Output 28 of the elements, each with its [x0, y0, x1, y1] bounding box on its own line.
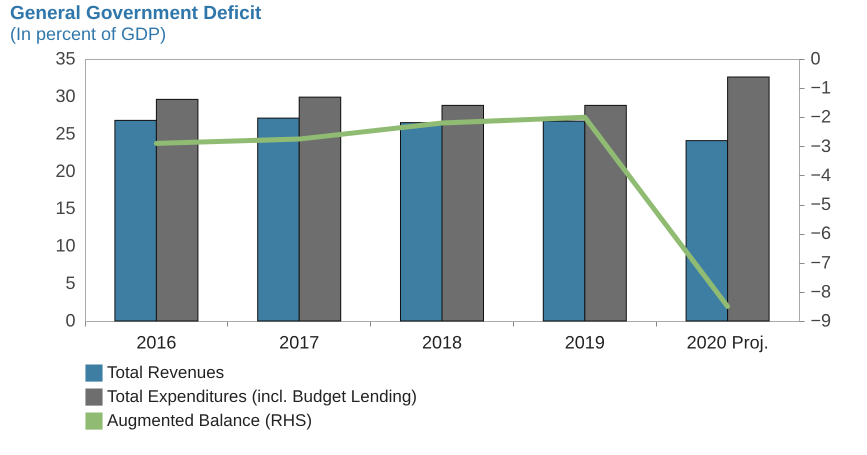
y-tick-label: 30 — [55, 86, 76, 106]
y2-tick-label: −4 — [810, 164, 832, 185]
y2-tick-label: −1 — [810, 78, 832, 98]
y2-tick-label: −8 — [810, 281, 832, 302]
legend-label: Total Expenditures (incl. Budget Lending) — [107, 387, 417, 406]
x-tick-label: 2016 — [136, 332, 176, 352]
y-tick-label: 20 — [55, 160, 76, 181]
y2-tick-label: −5 — [810, 194, 832, 214]
y2-tick-label: −2 — [810, 106, 832, 127]
y-tick-label: 15 — [55, 198, 76, 218]
y2-tick-label: 0 — [810, 48, 821, 68]
y-tick-label: 10 — [55, 236, 76, 256]
x-tick-label: 2019 — [564, 332, 605, 352]
chart-title: General Government Deficit — [10, 3, 262, 24]
x-tick-label: 2017 — [279, 332, 320, 352]
x-tick-label: 2020 Proj. — [686, 332, 769, 352]
y2-tick-label: −6 — [810, 223, 832, 244]
y-tick-label: 25 — [55, 123, 76, 144]
y-tick-label: 35 — [55, 48, 76, 68]
legend-label: Total Revenues — [107, 363, 224, 382]
legend-label: Augmented Balance (RHS) — [107, 411, 312, 430]
y2-tick-label: −9 — [810, 310, 832, 330]
chart-subtitle: (In percent of GDP) — [10, 24, 166, 44]
y-tick-label: 0 — [65, 310, 76, 330]
x-tick-label: 2018 — [422, 332, 462, 352]
y-tick-label: 5 — [65, 273, 76, 294]
y2-tick-label: −7 — [810, 252, 832, 272]
y2-tick-label: −3 — [810, 136, 832, 156]
